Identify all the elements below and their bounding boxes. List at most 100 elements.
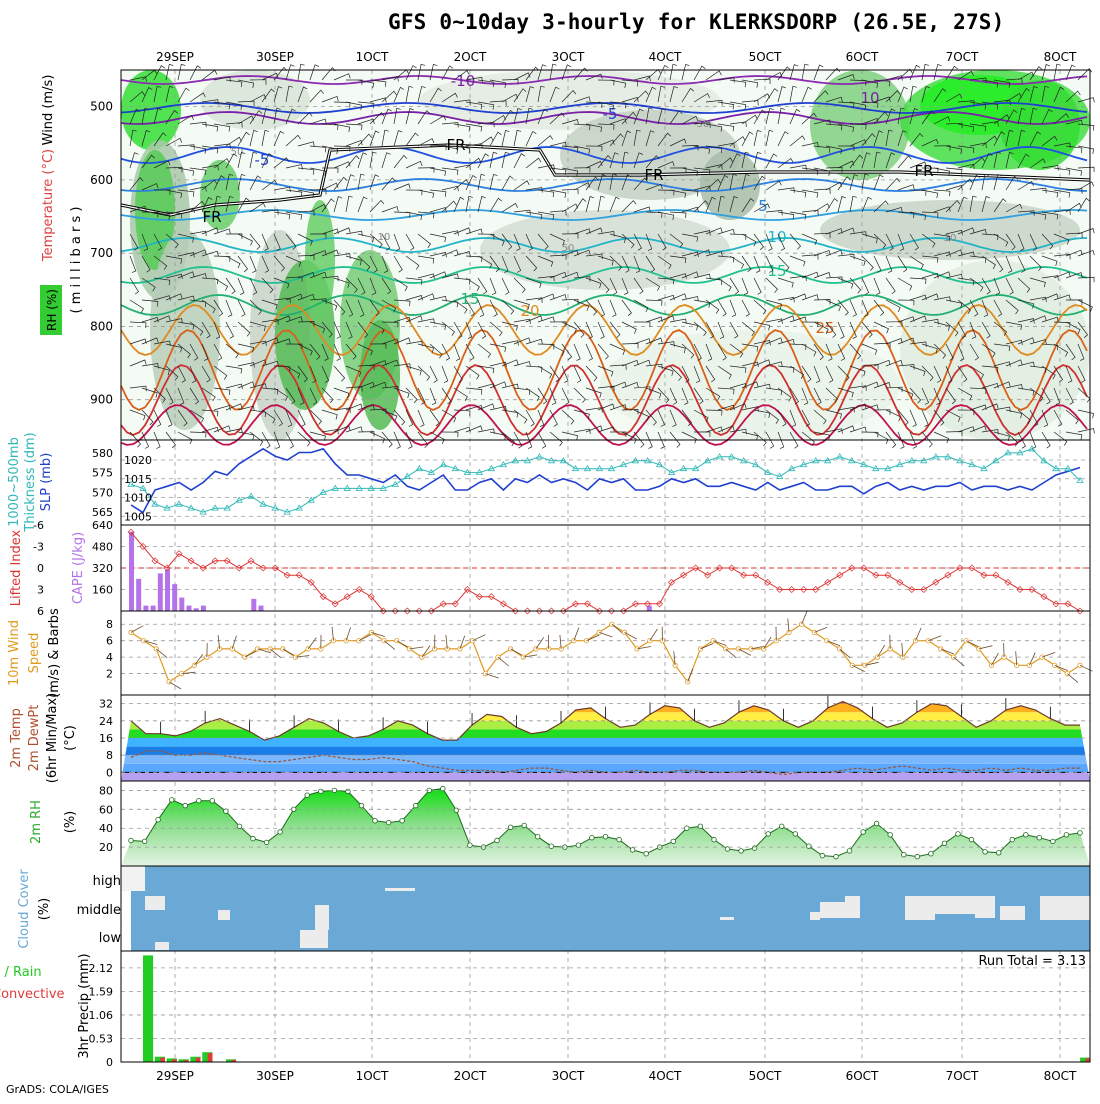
- date-label-top: 30SEP: [256, 50, 294, 64]
- ytick-label: 80: [99, 784, 113, 797]
- page-title: GFS 0~10day 3-hourly for KLERKSDORP (26.…: [388, 10, 1004, 34]
- contour-label: -5: [255, 151, 270, 169]
- ytick-label-right: 1005: [124, 510, 152, 523]
- thickness-point: [584, 466, 590, 471]
- wind-barb: [612, 624, 623, 633]
- contour-label: 10: [767, 228, 786, 246]
- wind-barb: [574, 628, 579, 641]
- rh-point: [413, 803, 418, 808]
- wind-barb: [928, 636, 941, 641]
- ytick-label: 1.59: [89, 985, 114, 998]
- cape-bar: [136, 579, 141, 611]
- date-label-bottom: 6OCT: [846, 1069, 879, 1083]
- ytick-label: 575: [92, 467, 113, 480]
- wind-barb: [511, 649, 523, 656]
- ytick-label: 60: [99, 803, 113, 816]
- ytick-label: 8: [106, 749, 113, 762]
- wind-axis-label: 10m Wind: [7, 620, 22, 686]
- cape-bar: [259, 606, 264, 611]
- rh-area: [121, 789, 1090, 866]
- wind-barb: [1080, 665, 1093, 671]
- cloud-level-label: middle: [77, 903, 121, 918]
- rh-point: [495, 838, 500, 843]
- rh-axis-label: 2m RH: [29, 800, 44, 844]
- rh-point: [996, 851, 1001, 856]
- ytick-label: 32: [99, 698, 113, 711]
- precip-convective-bar: [160, 1058, 165, 1062]
- ytick-label: 2.12: [89, 962, 114, 975]
- date-label-bottom: 7OCT: [946, 1069, 979, 1083]
- rh-point: [156, 817, 161, 822]
- temperature-band: [121, 747, 1090, 756]
- cloud-gap: [300, 930, 328, 948]
- rh-point: [129, 838, 134, 843]
- credit-label: GrADS: COLA/IGES: [6, 1083, 109, 1096]
- wind-barb: [916, 628, 922, 641]
- rh-point: [847, 849, 852, 854]
- rh-point: [346, 789, 351, 794]
- ytick-label: 6: [106, 635, 113, 648]
- ytick-label: 480: [92, 541, 113, 554]
- cape-bar: [187, 606, 192, 611]
- ytick-label: -3: [33, 541, 44, 554]
- cloud-gap: [121, 866, 145, 891]
- run-total-label: Run Total = 3.13: [978, 954, 1086, 969]
- date-label-bottom: 30SEP: [256, 1069, 294, 1083]
- temperature-axis-label: Temperature (°C): [41, 149, 56, 262]
- cloud-gap: [720, 917, 734, 920]
- ytick-label: 40: [99, 822, 113, 835]
- wind-barb: [814, 627, 827, 632]
- wind-barb: [131, 626, 143, 633]
- cloud-gap: [145, 896, 165, 910]
- precip-total-legend: Total / Rain: [0, 965, 42, 980]
- wind-barb: [599, 632, 612, 637]
- temperature-band: [121, 721, 1090, 730]
- wind-barb: [194, 654, 203, 665]
- contour-label: -5: [603, 105, 618, 123]
- rh-point: [1064, 833, 1069, 838]
- rh-point: [644, 851, 649, 856]
- rh-point: [142, 839, 147, 844]
- date-label-bottom: 4OCT: [649, 1069, 682, 1083]
- rh-point: [969, 837, 974, 842]
- pressure-axis-label: ( m i l l i b a r s ): [69, 207, 84, 314]
- rh-point: [739, 849, 744, 854]
- ytick-label: -6: [33, 519, 44, 532]
- rh-point: [603, 834, 608, 839]
- cloud-gap: [218, 910, 230, 920]
- date-label-top: 5OCT: [749, 50, 782, 64]
- rh-point: [251, 836, 256, 841]
- rh-point: [820, 853, 825, 858]
- temperature-axis-label: 2m Temp: [9, 708, 24, 768]
- rh-point: [590, 835, 595, 840]
- wind-barb: [954, 657, 965, 666]
- cloud-gap: [385, 888, 415, 891]
- rh-point: [861, 830, 866, 835]
- ytick-label: 0.53: [89, 1032, 114, 1045]
- contour-label: FR: [446, 136, 465, 154]
- rh-point: [319, 789, 324, 794]
- rh-axis-label: RH (%): [45, 289, 59, 331]
- rh-point: [1037, 835, 1042, 840]
- rh-point: [400, 818, 405, 823]
- contour-label: FR: [202, 208, 221, 226]
- rh-shade: [810, 70, 910, 180]
- cape-bar: [201, 606, 206, 611]
- cape-bar: [151, 606, 156, 611]
- ytick-label: 4: [106, 651, 113, 664]
- date-label-top: 7OCT: [946, 50, 979, 64]
- rh-point: [1051, 839, 1056, 844]
- rh-point: [1024, 833, 1029, 838]
- temp-unit-label: (°C): [63, 725, 78, 751]
- ytick-label: 565: [92, 506, 113, 519]
- cloud-gap: [820, 902, 845, 918]
- cape-axis-label: CAPE (J/kg): [71, 532, 86, 604]
- wind-speed-point: [508, 647, 512, 651]
- rh-point: [210, 799, 215, 804]
- slp-axis-label: SLP (mb): [39, 453, 54, 512]
- wind-barb: [536, 637, 544, 649]
- slp-series-line: [131, 449, 1080, 513]
- rh-point: [834, 854, 839, 859]
